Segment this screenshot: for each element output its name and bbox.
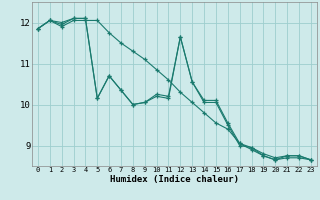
X-axis label: Humidex (Indice chaleur): Humidex (Indice chaleur)	[110, 175, 239, 184]
